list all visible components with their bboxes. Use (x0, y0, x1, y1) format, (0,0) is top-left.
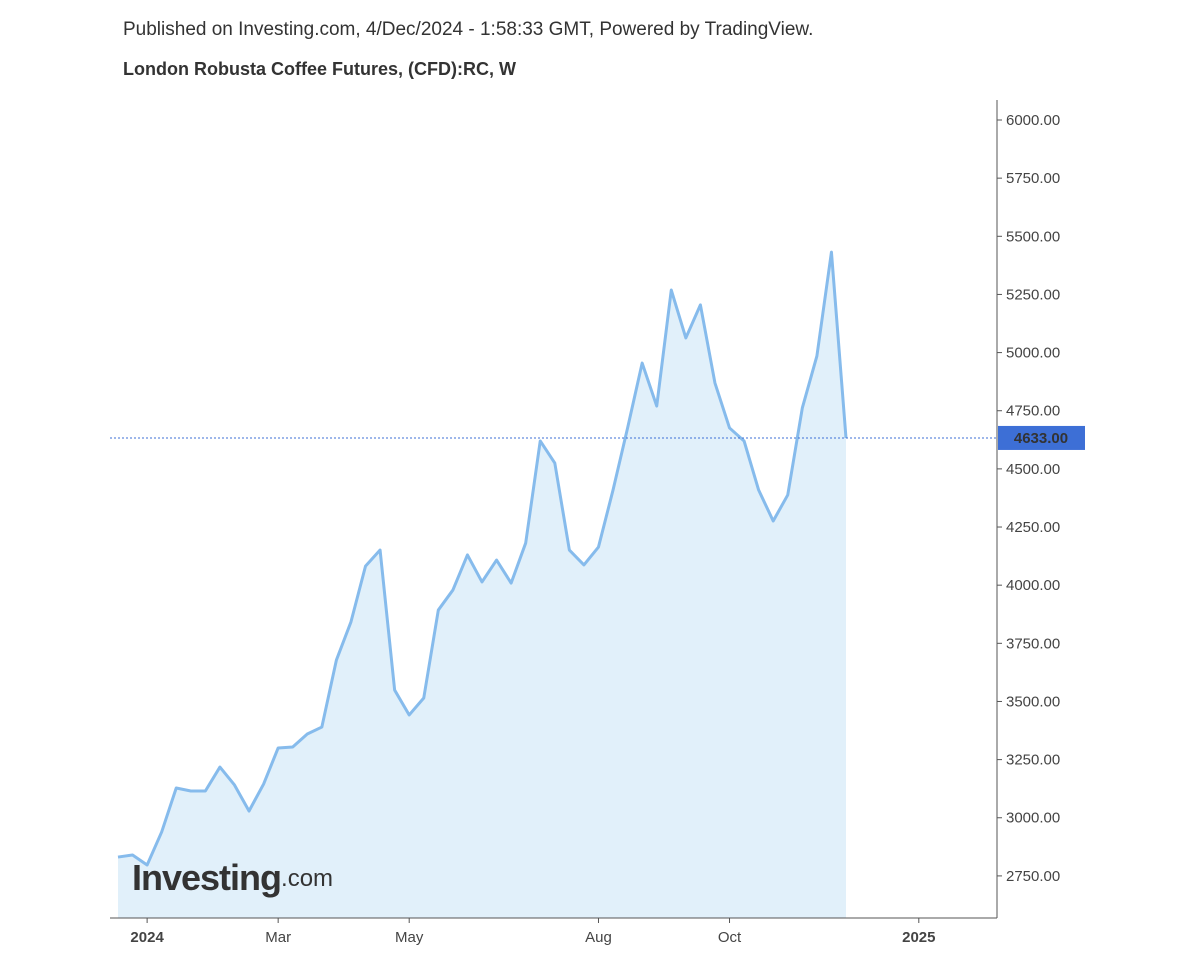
y-tick-label: 3000.00 (1006, 810, 1060, 827)
x-tick-label: Mar (265, 929, 291, 946)
y-tick-label: 5500.00 (1006, 228, 1060, 245)
x-tick-label: 2024 (130, 929, 164, 946)
y-tick-label: 4750.00 (1006, 403, 1060, 420)
chart-title: London Robusta Coffee Futures, (CFD):RC,… (123, 59, 516, 79)
y-tick-label: 4250.00 (1006, 519, 1060, 536)
y-tick-label: 6000.00 (1006, 112, 1060, 129)
y-tick-label: 3250.00 (1006, 752, 1060, 769)
area-fill (118, 252, 846, 918)
line (117, 250, 848, 867)
watermark: Investing.com (132, 857, 333, 898)
y-tick-label: 3500.00 (1006, 693, 1060, 710)
x-tick-label: May (395, 929, 424, 946)
x-tick-label: Oct (718, 929, 742, 946)
y-tick-label: 5000.00 (1006, 345, 1060, 362)
y-tick-label: 4500.00 (1006, 461, 1060, 478)
y-tick-label: 5750.00 (1006, 170, 1060, 187)
y-tick-label: 5250.00 (1006, 286, 1060, 303)
y-tick-label: 3750.00 (1006, 635, 1060, 652)
x-tick-label: 2025 (902, 929, 935, 946)
y-tick-label: 4000.00 (1006, 577, 1060, 594)
last-value-label: 4633.00 (1014, 430, 1068, 447)
last-value-box (998, 425, 1085, 450)
watermark-suffix: .com (281, 865, 333, 892)
watermark-text: Investing (132, 857, 281, 898)
x-tick-label: Aug (585, 929, 612, 946)
chart-subtitle: Published on Investing.com, 4/Dec/2024 -… (123, 19, 813, 40)
y-tick-label: 2750.00 (1006, 868, 1060, 885)
